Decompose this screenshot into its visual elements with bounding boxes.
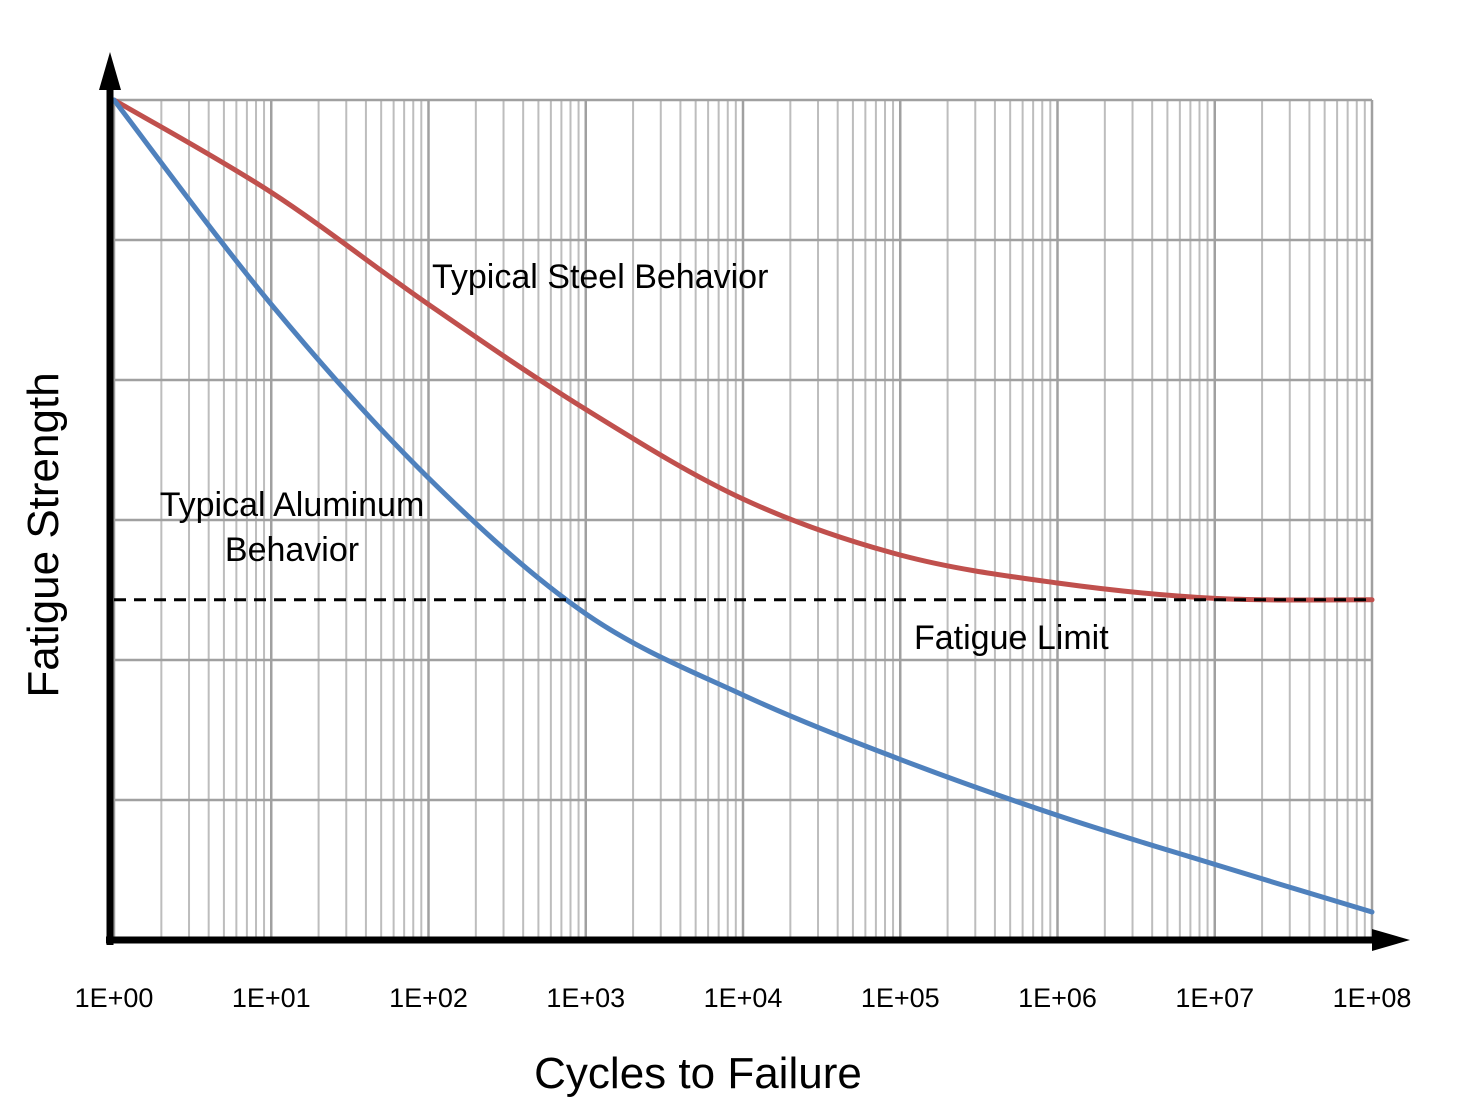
x-tick-label: 1E+00 — [75, 983, 154, 1013]
x-axis-arrow — [1372, 929, 1410, 951]
x-tick-labels: 1E+00 1E+01 1E+02 1E+03 1E+04 1E+05 1E+06 1E+07… — [75, 983, 1412, 1013]
x-tick-label: 1E+02 — [389, 983, 468, 1013]
x-tick-label: 1E+03 — [546, 983, 625, 1013]
steel-curve — [111, 97, 1375, 603]
aluminum-curve — [111, 97, 1375, 915]
aluminum-label-line2: Behavior — [225, 531, 359, 569]
x-axis-title: Cycles to Failure — [534, 1049, 862, 1098]
y-axis-title: Fatigue Strength — [19, 372, 68, 697]
y-axis-arrow — [99, 52, 121, 90]
axes — [99, 52, 1410, 951]
x-tick-label: 1E+04 — [704, 983, 783, 1013]
grid — [112, 98, 1374, 942]
x-tick-label: 1E+01 — [232, 983, 311, 1013]
aluminum-label-line1: Typical Aluminum — [160, 486, 425, 524]
x-tick-label: 1E+06 — [1018, 983, 1097, 1013]
steel-label: Typical Steel Behavior — [432, 258, 768, 296]
x-tick-label: 1E+08 — [1333, 983, 1412, 1013]
x-tick-label: 1E+05 — [861, 983, 940, 1013]
x-tick-label: 1E+07 — [1175, 983, 1254, 1013]
series-group — [111, 97, 1375, 915]
fatigue-limit-label: Fatigue Limit — [914, 619, 1109, 657]
